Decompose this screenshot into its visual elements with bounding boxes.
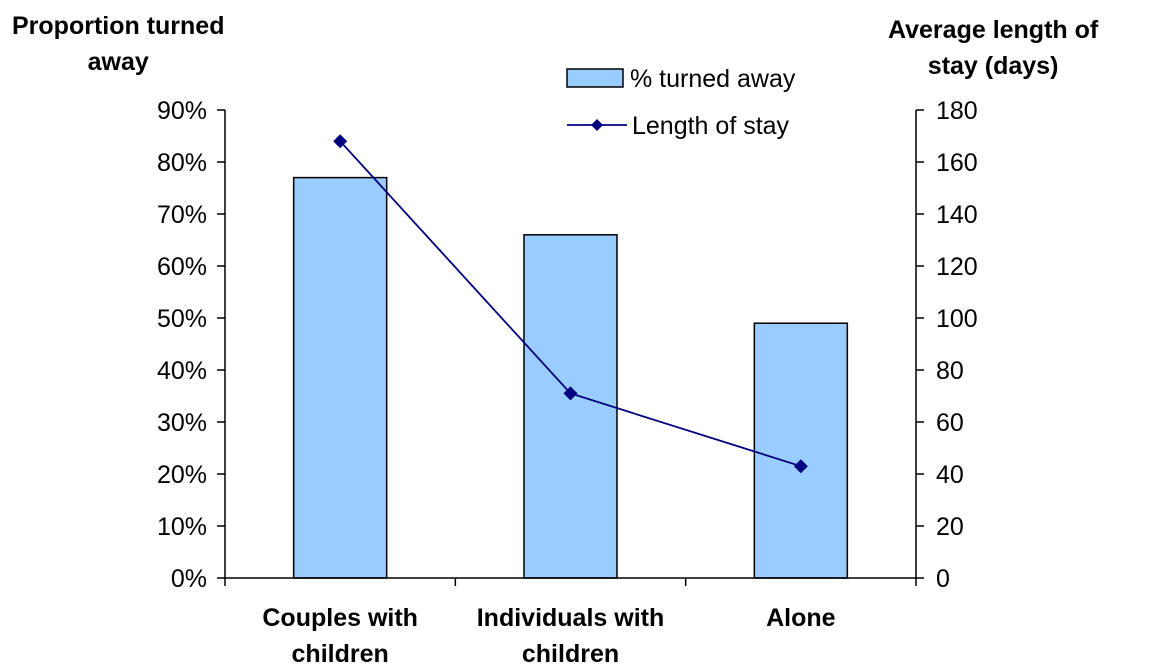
category-label-line: Individuals with: [476, 604, 665, 632]
right-axis-title: Average length of stay (days): [888, 12, 1098, 84]
bar-2: [523, 234, 618, 579]
right-tick-label: 160: [936, 149, 978, 177]
left-tick-label: 30%: [157, 409, 207, 437]
left-tick-label: 20%: [157, 461, 207, 489]
bar-1: [292, 176, 388, 579]
right-tick-label: 140: [936, 201, 978, 229]
length-of-stay-point-1: [333, 134, 348, 149]
category-label-line: children: [291, 640, 389, 668]
category-label-2: Individuals with children: [421, 600, 721, 672]
category-label-1: Couples with children: [190, 600, 490, 672]
right-axis-title-line-1: Average length of: [888, 16, 1099, 44]
left-axis-title-line-2: away: [87, 48, 149, 76]
category-label-line: children: [521, 640, 620, 668]
category-label-line: Couples with: [262, 604, 418, 632]
bar-3: [753, 322, 849, 579]
left-tick-label: 10%: [157, 513, 207, 541]
right-tick-label: 0: [936, 565, 950, 593]
right-tick-label: 40: [936, 461, 964, 489]
right-tick-label: 180: [936, 97, 978, 125]
legend-bar-swatch: [566, 68, 624, 88]
left-tick-label: 70%: [157, 201, 207, 229]
left-tick-label: 90%: [157, 97, 207, 125]
left-tick-label: 0%: [171, 565, 207, 593]
right-axis-title-line-2: stay (days): [927, 52, 1059, 80]
left-tick-label: 50%: [157, 305, 207, 333]
right-tick-label: 80: [936, 357, 964, 385]
length-of-stay-point-2: [563, 386, 578, 401]
right-tick-label: 20: [936, 513, 964, 541]
left-tick-label: 80%: [157, 149, 207, 177]
left-axis-title-line-1: Proportion turned: [12, 12, 225, 40]
category-label-3: Alone: [651, 600, 951, 636]
length-of-stay-point-3: [793, 459, 808, 474]
legend-line-marker: [591, 119, 603, 131]
category-label-line: Alone: [766, 604, 836, 632]
left-axis-title: Proportion turned away: [12, 8, 224, 80]
right-tick-label: 100: [936, 305, 978, 333]
left-tick-label: 40%: [157, 357, 207, 385]
left-tick-label: 60%: [157, 253, 207, 281]
legend-line-label: Length of stay: [632, 112, 790, 140]
legend-bar-label: % turned away: [630, 65, 796, 93]
right-tick-label: 120: [936, 253, 978, 281]
right-tick-label: 60: [936, 409, 964, 437]
